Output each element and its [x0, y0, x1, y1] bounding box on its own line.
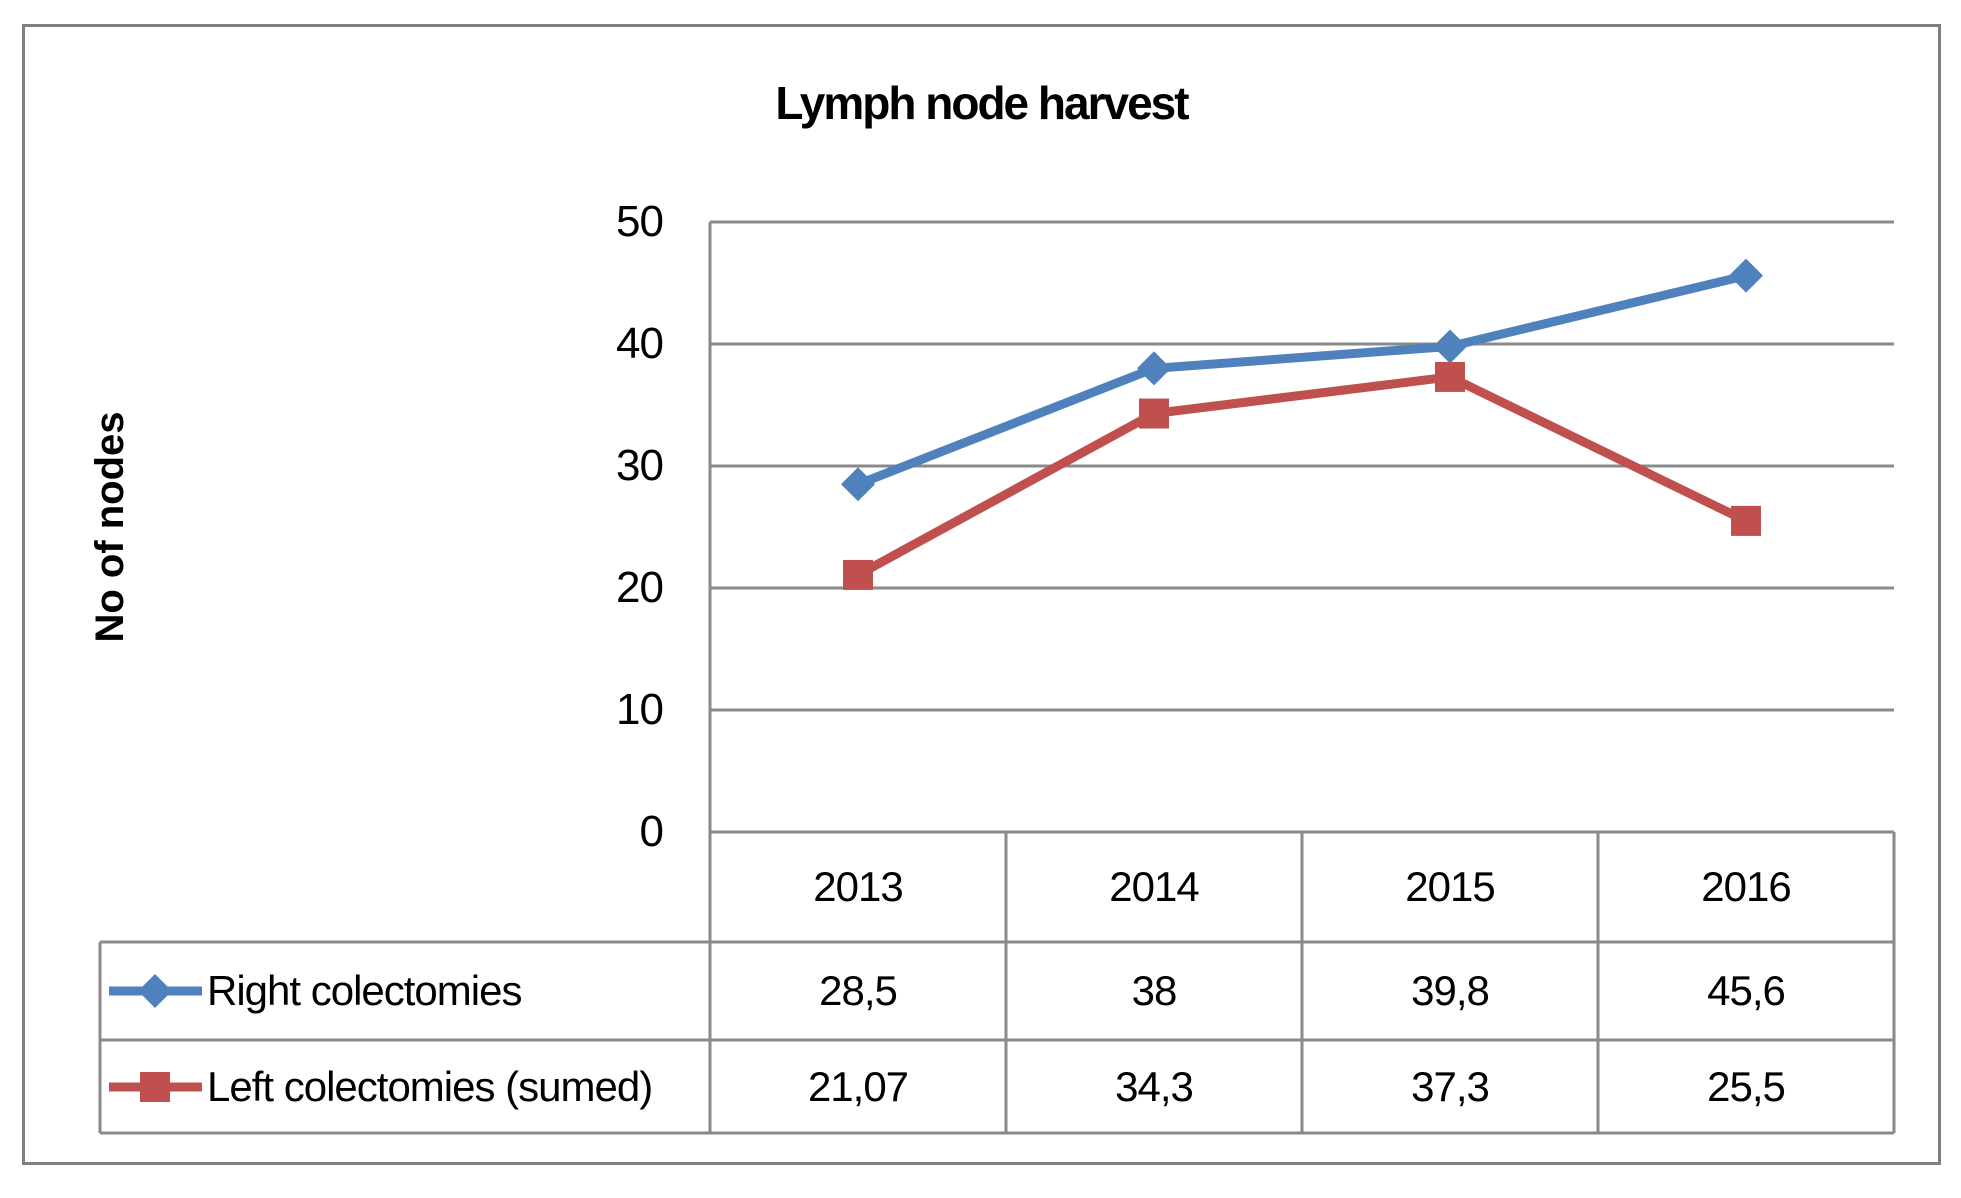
- y-tick-label-40: 40: [616, 319, 664, 368]
- year-cell-2014: 2014: [1109, 863, 1199, 910]
- chart-title: Lymph node harvest: [775, 77, 1189, 129]
- legend-label-right-colectomies: Right colectomies: [207, 967, 522, 1014]
- value-cell-left-2014: 34,3: [1115, 1062, 1194, 1110]
- legend-label-left-colectomies: Left colectomies (sumed): [207, 1062, 653, 1110]
- series-marker-0: [1137, 351, 1171, 386]
- series-marker-0: [1729, 258, 1763, 293]
- series-marker-0: [1433, 329, 1467, 364]
- diamond-glyph: [138, 974, 172, 1008]
- plot-svg: [98, 220, 1896, 1135]
- series-line-1: [855, 372, 1748, 579]
- y-tick-label-50: 50: [616, 197, 664, 246]
- value-cell-right-2014: 38: [1131, 967, 1178, 1014]
- series-marker-1: [1731, 505, 1761, 536]
- right-series-marker-icon: [109, 974, 202, 1008]
- y-tick-label-30: 30: [616, 441, 664, 490]
- series-marker-0: [841, 467, 875, 502]
- y-tick-label-0: 0: [639, 807, 664, 856]
- square-glyph: [140, 1071, 170, 1102]
- chart-figure: Lymph node harvest No of nodes 50 40 30 …: [22, 24, 1941, 1165]
- year-cell-2013: 2013: [813, 863, 903, 910]
- legend-cell-left-colectomies: Left colectomies (sumed): [100, 1040, 710, 1133]
- value-cell-right-2015: 39,8: [1411, 967, 1490, 1014]
- value-cell-left-2016: 25,5: [1707, 1062, 1786, 1110]
- y-axis-title: No of nodes: [88, 411, 132, 643]
- series-marker-1: [1435, 361, 1465, 392]
- y-tick-label-20: 20: [616, 563, 664, 612]
- legend-cell-right-colectomies: Right colectomies: [100, 942, 710, 1040]
- left-series-marker-icon: [109, 1071, 202, 1102]
- y-tick-label-10: 10: [616, 685, 664, 734]
- value-cell-right-2016: 45,6: [1707, 967, 1786, 1014]
- year-cell-2015: 2015: [1405, 863, 1495, 910]
- series-line-0: [856, 271, 1748, 489]
- year-cell-2016: 2016: [1701, 863, 1791, 910]
- value-cell-right-2013: 28,5: [819, 967, 898, 1014]
- value-cell-left-2013: 21,07: [807, 1062, 909, 1110]
- series-marker-1: [1139, 398, 1169, 429]
- value-cell-left-2015: 37,3: [1411, 1062, 1490, 1110]
- series-marker-1: [843, 559, 873, 590]
